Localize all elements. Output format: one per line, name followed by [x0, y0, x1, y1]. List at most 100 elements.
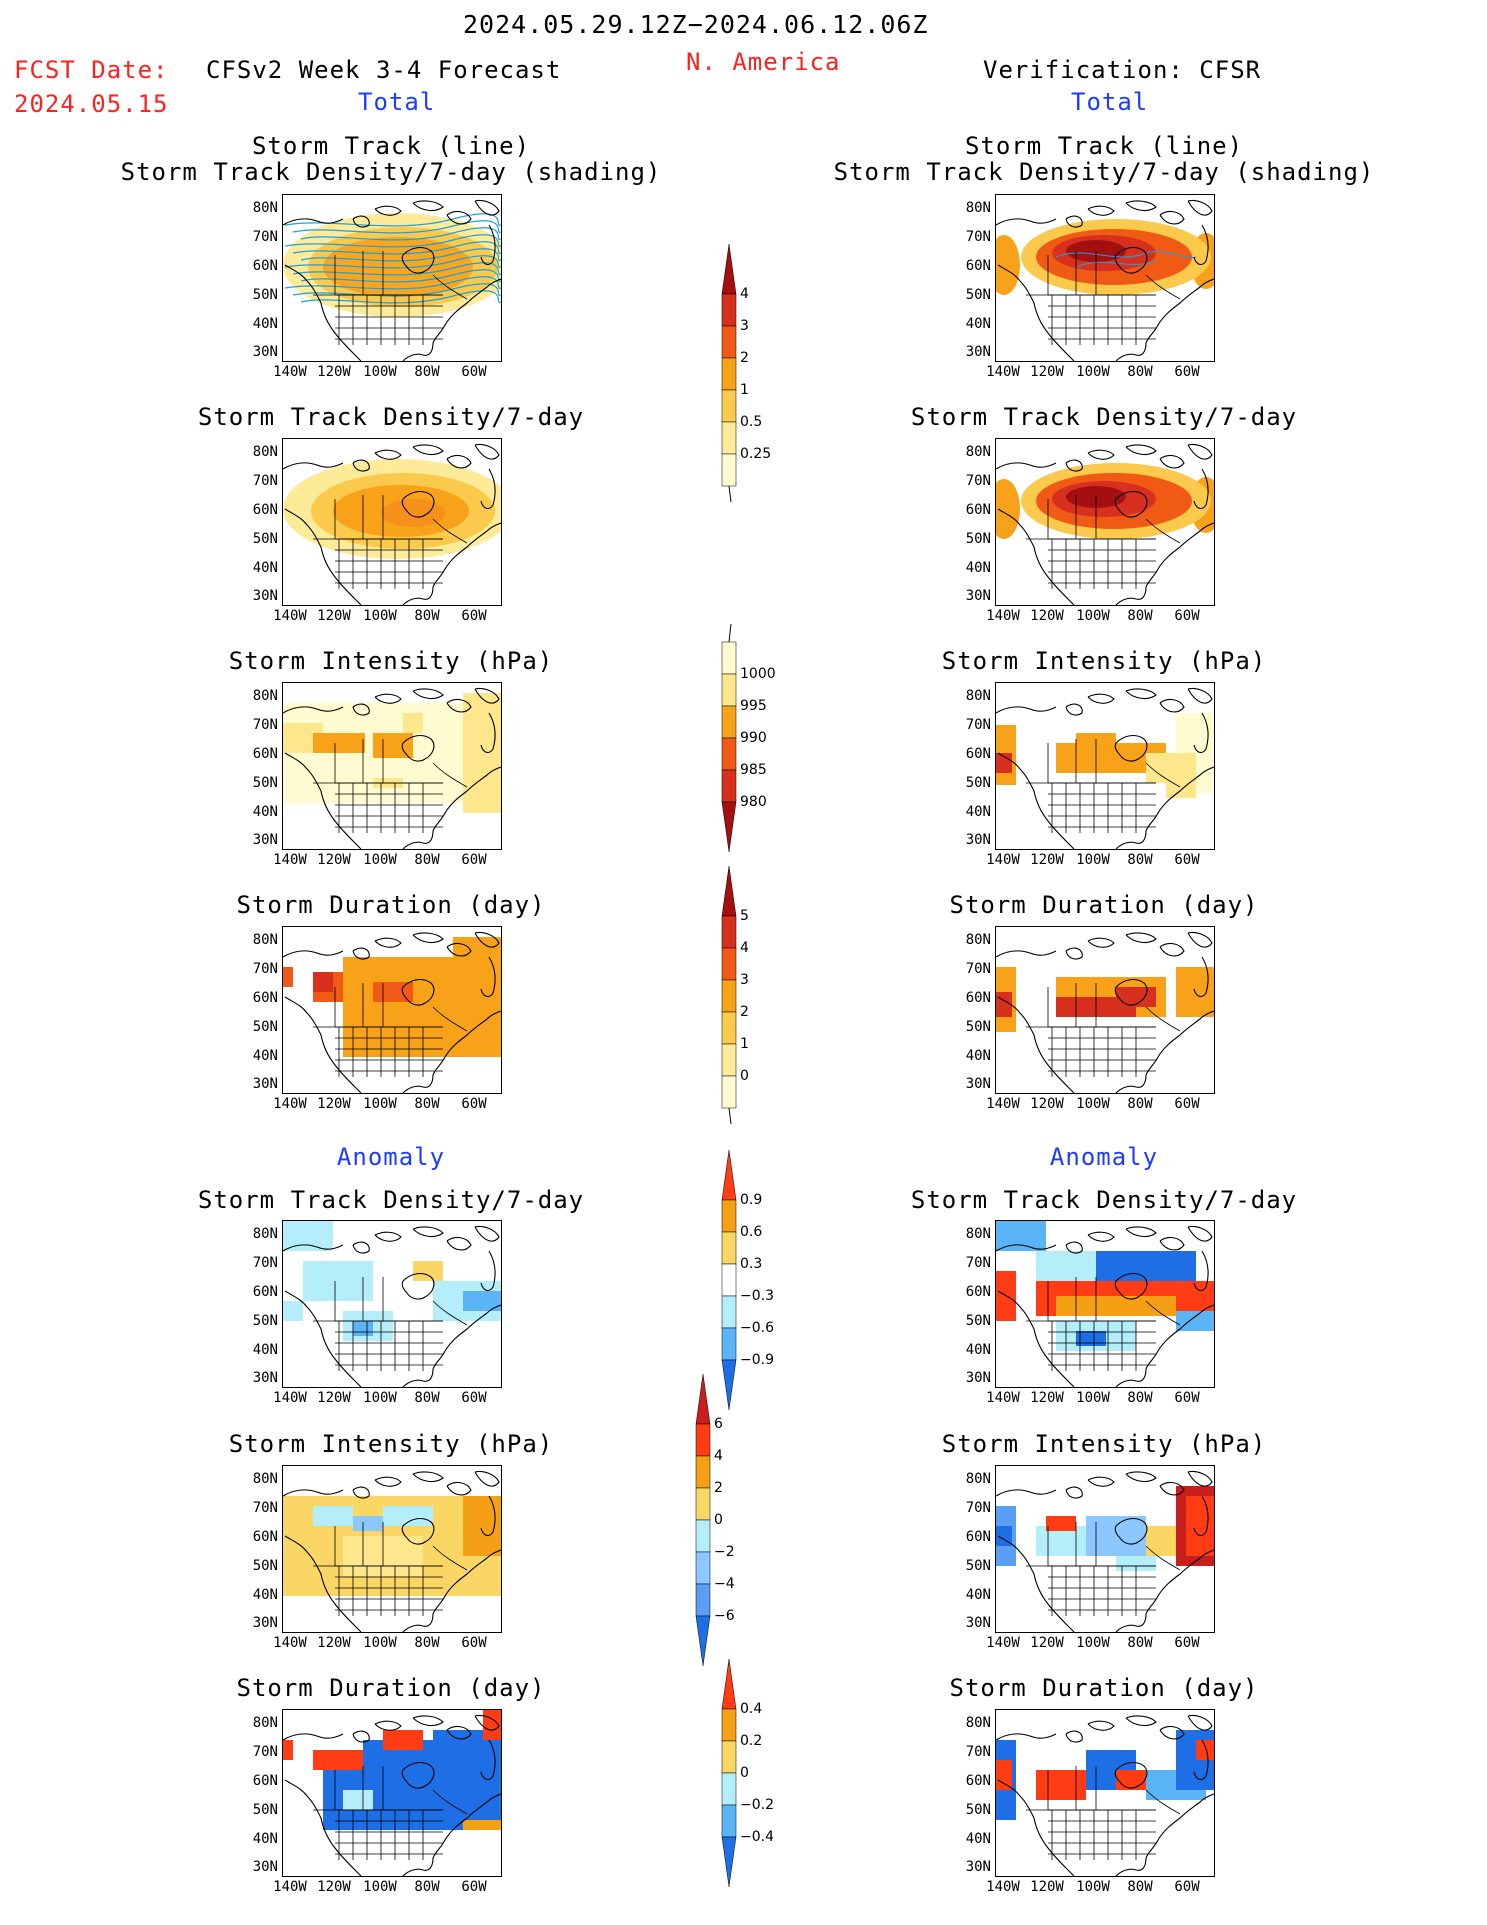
lat-label: 50N	[965, 287, 991, 303]
lon-label: 100W	[1076, 608, 1110, 624]
right-intensity-title: Storm Intensity (hPa)	[941, 647, 1267, 675]
colorbar-label: 3	[740, 972, 749, 988]
lat-label: 40N	[965, 1048, 991, 1064]
lon-label: 140W	[986, 608, 1020, 624]
lon-label: 100W	[363, 608, 397, 624]
lon-label: 140W	[273, 852, 307, 868]
lat-label: 30N	[965, 1615, 991, 1631]
colorbar-label: 4	[714, 1448, 723, 1464]
colorbar-label: 1	[740, 382, 749, 398]
lat-label: 70N	[252, 1255, 278, 1271]
lon-label: 140W	[986, 1879, 1020, 1895]
lon-label: 100W	[1076, 1390, 1110, 1406]
colorbar-label: 4	[740, 286, 749, 302]
lat-label: 30N	[965, 344, 991, 360]
lat-label: 30N	[965, 1370, 991, 1386]
colorbar-label: 1	[740, 1036, 749, 1052]
colorbar-label: 0	[714, 1512, 723, 1528]
colorbar-label: 0	[740, 1765, 749, 1781]
lat-label: 30N	[965, 588, 991, 604]
lon-label: 140W	[986, 364, 1020, 380]
lat-label: 80N	[965, 200, 991, 216]
colorbar-label: 4	[740, 940, 749, 956]
lon-label: 100W	[363, 1879, 397, 1895]
colorbar-label: 0.5	[740, 414, 763, 430]
lon-label: 60W	[1174, 852, 1200, 868]
right-track-shading-title: Storm Track Density/7-day (shading)	[833, 158, 1375, 186]
lat-label: 80N	[252, 932, 278, 948]
lon-label: 80W	[414, 608, 440, 624]
lat-label: 60N	[965, 1773, 991, 1789]
lat-label: 40N	[965, 560, 991, 576]
lat-label: 40N	[252, 560, 278, 576]
lon-label: 80W	[1127, 852, 1153, 868]
lat-label: 30N	[252, 588, 278, 604]
lat-label: 40N	[252, 1831, 278, 1847]
map-left-density	[282, 438, 502, 606]
lat-label: 50N	[965, 1802, 991, 1818]
lon-label: 80W	[414, 1390, 440, 1406]
colorbar-label: 0.2	[740, 1733, 763, 1749]
colorbar-label: 0.3	[740, 1256, 763, 1272]
lat-label: 60N	[252, 746, 278, 762]
lat-label: 50N	[965, 775, 991, 791]
colorbar-label: 980	[740, 794, 767, 810]
colorbar-label: 0.25	[740, 446, 772, 462]
lon-label: 60W	[1174, 608, 1200, 624]
lat-label: 60N	[965, 258, 991, 274]
lat-label: 70N	[965, 1500, 991, 1516]
colorbar-label: 5	[740, 908, 749, 924]
lon-label: 100W	[363, 852, 397, 868]
lat-label: 70N	[252, 1744, 278, 1760]
lat-label: 80N	[252, 444, 278, 460]
lon-label: 100W	[363, 1390, 397, 1406]
lon-label: 140W	[273, 1635, 307, 1651]
lat-label: 70N	[965, 473, 991, 489]
lon-label: 120W	[317, 1390, 351, 1406]
anomaly-right-label: Anomaly	[1049, 1143, 1159, 1171]
lat-label: 30N	[252, 832, 278, 848]
lat-label: 40N	[252, 1342, 278, 1358]
colorbar-label: −0.2	[740, 1797, 774, 1813]
lon-label: 80W	[1127, 1635, 1153, 1651]
lat-label: 50N	[252, 1558, 278, 1574]
lon-label: 60W	[1174, 1879, 1200, 1895]
lon-label: 60W	[1174, 1096, 1200, 1112]
lon-label: 80W	[414, 1879, 440, 1895]
lat-label: 70N	[252, 229, 278, 245]
left-density-title: Storm Track Density/7-day	[197, 403, 585, 431]
lon-label: 140W	[986, 852, 1020, 868]
lon-label: 80W	[1127, 1096, 1153, 1112]
lon-label: 120W	[317, 852, 351, 868]
colorbar-label: 1000	[740, 666, 776, 682]
lat-label: 60N	[252, 1529, 278, 1545]
colorbar-label: −2	[714, 1544, 735, 1560]
left-track-line-title: Storm Track (line)	[251, 132, 531, 160]
colorbar-label: −0.3	[740, 1288, 774, 1304]
lon-label: 100W	[1076, 364, 1110, 380]
lat-label: 50N	[252, 1019, 278, 1035]
lat-label: 70N	[965, 961, 991, 977]
colorbar-label: 0.9	[740, 1192, 763, 1208]
right-duration-title: Storm Duration (day)	[949, 891, 1259, 919]
right-density-title: Storm Track Density/7-day	[910, 403, 1298, 431]
left-duration-anom-title: Storm Duration (day)	[236, 1674, 546, 1702]
map-right-duration	[995, 926, 1215, 1094]
lat-label: 70N	[252, 717, 278, 733]
colorbar-label: −0.4	[740, 1829, 774, 1845]
anomaly-left-label: Anomaly	[336, 1143, 446, 1171]
lon-label: 120W	[317, 608, 351, 624]
lat-label: 30N	[252, 344, 278, 360]
lon-label: 80W	[414, 852, 440, 868]
lon-label: 120W	[1030, 608, 1064, 624]
lon-label: 80W	[414, 1635, 440, 1651]
map-left-duration	[282, 926, 502, 1094]
map-left-duration-anom	[282, 1709, 502, 1877]
colorbar-label: 0	[740, 1068, 749, 1084]
lat-label: 50N	[965, 1558, 991, 1574]
lat-label: 70N	[965, 1744, 991, 1760]
lon-label: 140W	[273, 1096, 307, 1112]
lon-label: 140W	[986, 1635, 1020, 1651]
colorbar-label: 985	[740, 762, 767, 778]
lon-label: 60W	[461, 1635, 487, 1651]
